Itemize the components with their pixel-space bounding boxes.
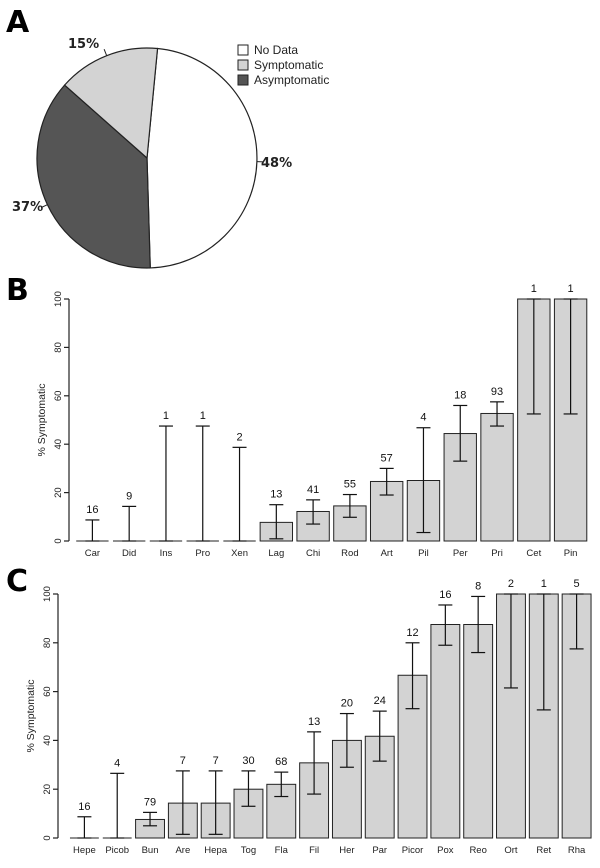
bar-pri [480,412,514,542]
category-label: Did [122,548,136,559]
sample-size-label: 2 [508,578,514,590]
sample-size-label: 13 [308,716,320,728]
sample-size-label: 41 [307,484,319,496]
sample-size-label: 16 [78,801,90,813]
y-tick-label: 80 [42,638,53,649]
sample-size-label: 12 [406,627,418,639]
y-tick-label: 20 [53,487,64,498]
legend-label: Asymptomatic [254,73,329,87]
category-label: Rha [568,845,586,856]
category-label: Lag [268,548,284,559]
category-label: Pil [418,548,429,559]
legend-swatch [237,59,249,71]
pie-slice-label: 15% [68,37,99,52]
sample-size-label: 55 [344,479,356,491]
legend-label: Symptomatic [254,58,323,72]
category-label: Pox [437,845,454,856]
sample-size-label: 16 [86,504,98,516]
y-axis-label: % Symptomatic [36,384,48,457]
sample-size-label: 16 [439,589,451,601]
category-label: Bun [142,845,159,856]
sample-size-label: 18 [454,389,466,401]
sample-size-label: 4 [114,757,120,769]
panel-c-label: C [6,564,28,599]
sample-size-label: 57 [381,452,393,464]
sample-size-label: 20 [341,698,353,710]
pie-leader-line [40,204,48,209]
category-label: Tog [241,845,256,856]
sample-size-label: 1 [568,283,574,295]
pie-leader-line [103,48,108,56]
sample-size-label: 4 [420,412,426,424]
y-tick-label: 100 [53,291,64,307]
category-label: Fil [309,845,319,856]
category-label: Rod [341,548,358,559]
pie-slice-no-data [146,47,258,269]
sample-size-label: 79 [144,796,156,808]
category-label: Pro [195,548,210,559]
bar-chart-c: 0 20 40 60 80 100 % Symptomatic 16 Hepe 4 Picob 79 B… [25,578,592,856]
y-tick-label: 40 [42,735,53,746]
sample-size-label: 1 [163,410,169,422]
legend-swatch [237,44,249,56]
category-label: Fla [275,845,289,856]
category-label: Car [85,548,100,559]
y-tick-label: 40 [53,439,64,450]
category-label: Xen [231,548,248,559]
sample-size-label: 1 [541,578,547,590]
sample-size-label: 93 [491,386,503,398]
y-tick-label: 0 [53,538,64,543]
category-label: Picob [105,845,129,856]
bar-chart-b: 0 20 40 60 80 100 % Symptomatic 16 Car 9 Did 1 Ins 1 P… [36,283,588,559]
legend-label: No Data [254,43,298,57]
category-label: Are [175,845,190,856]
y-tick-label: 20 [42,784,53,795]
sample-size-label: 30 [242,755,254,767]
category-label: Her [339,845,354,856]
sample-size-label: 13 [270,489,282,501]
sample-size-label: 68 [275,756,287,768]
bar-reo [463,624,494,839]
sample-size-label: 8 [475,580,481,592]
category-label: Pri [491,548,503,559]
sample-size-label: 5 [574,578,580,590]
pie-slice-label: 37% [12,200,43,215]
sample-size-label: 24 [374,695,386,707]
sample-size-label: 9 [126,490,132,502]
bar-pox [430,624,461,839]
y-tick-label: 80 [53,342,64,353]
category-label: Per [453,548,468,559]
y-axis-label: % Symptomatic [25,680,37,753]
category-label: Hepa [204,845,227,856]
sample-size-label: 7 [180,755,186,767]
y-tick-label: 60 [42,686,53,697]
pie-slice-label: 48% [261,156,292,171]
y-tick-label: 100 [42,586,53,602]
y-tick-label: 60 [53,391,64,402]
pie-chart: 48% 15% 37% [12,37,292,269]
category-label: Pin [564,548,578,559]
sample-size-label: 2 [236,431,242,443]
sample-size-label: 1 [200,410,206,422]
y-tick-label: 0 [42,835,53,840]
category-label: Hepe [73,845,96,856]
category-label: Ort [504,845,518,856]
category-label: Ins [160,548,173,559]
panel-b-label: B [6,273,29,308]
category-label: Picor [402,845,424,856]
category-label: Art [381,548,394,559]
category-label: Ret [536,845,551,856]
category-label: Cet [526,548,541,559]
category-label: Reo [469,845,486,856]
sample-size-label: 7 [213,755,219,767]
category-label: Par [372,845,387,856]
category-label: Chi [306,548,320,559]
panel-a-label: A [6,5,30,40]
sample-size-label: 1 [531,283,537,295]
legend-swatch [237,74,249,86]
